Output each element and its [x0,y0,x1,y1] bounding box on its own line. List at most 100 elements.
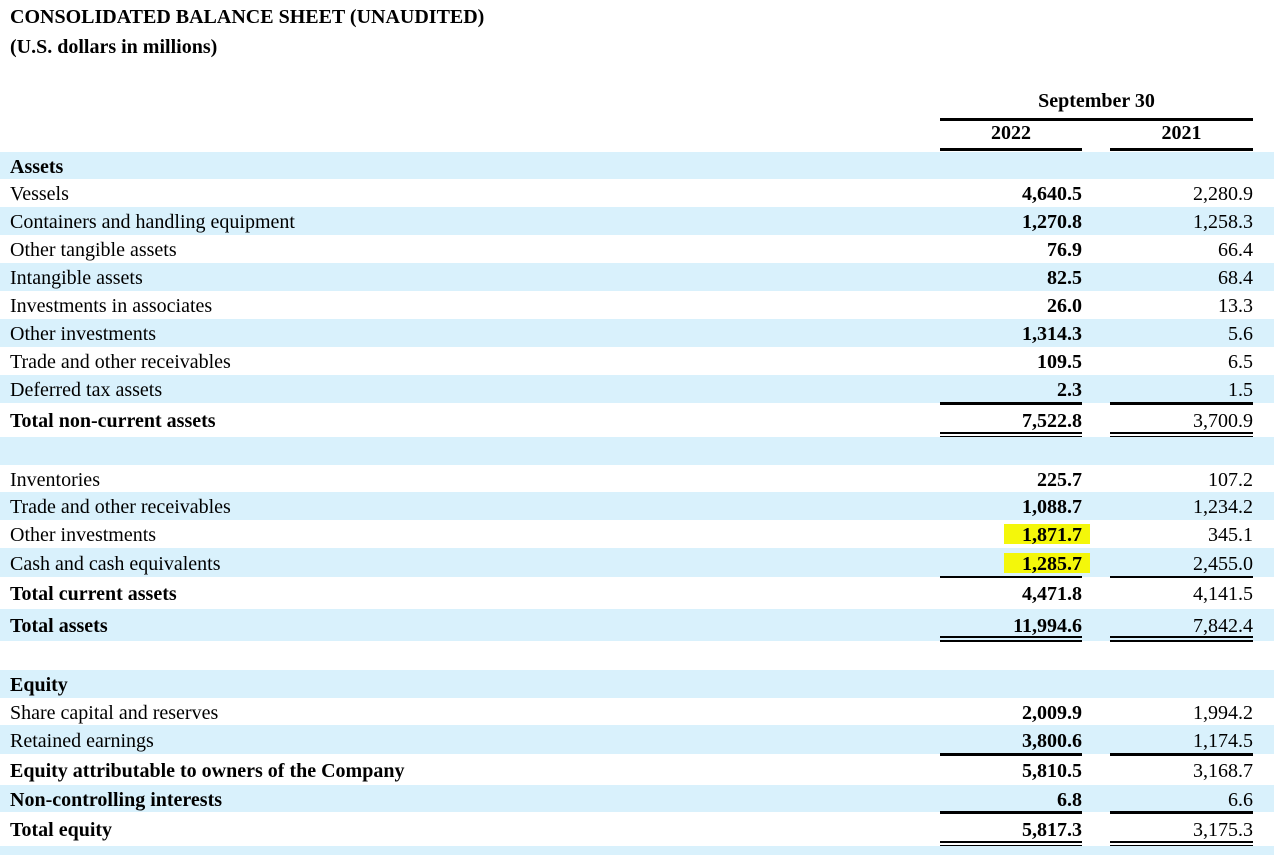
period-header: September 30 [1038,90,1155,112]
table-row: Total assets 11,994.6 7,842.4 [0,609,1274,642]
cell-value: 76.9 [1047,239,1082,261]
cell-value: 345.1 [1208,524,1253,546]
table-row: Containers and handling equipment 1,270.8… [0,207,1274,235]
rule-above [940,811,1082,814]
table-row: Total equity 5,817.3 3,175.3 [0,811,1274,847]
rule-above [1110,753,1253,756]
table-row: Retained earnings 3,800.6 1,174.5 [0,725,1274,754]
row-label: Equity [10,674,68,696]
table-row: Intangible assets 82.5 68.4 [0,263,1274,291]
cell-value: 7,842.4 [1193,615,1253,637]
table-row [0,641,1274,670]
row-label: Trade and other receivables [10,496,231,518]
rule-above [1110,811,1253,814]
rule-above [940,753,1082,756]
row-label: Other investments [10,524,157,546]
cell-value: 1,270.8 [1022,211,1082,233]
table-row: Assets [0,152,1274,179]
table-row: Share capital and reserves 2,009.9 1,994.2 [0,698,1274,725]
table-row: Other investments 1,314.3 5.6 [0,319,1274,347]
header-rule [940,118,1253,121]
rule-below [1110,636,1253,638]
cell-value: 6.5 [1228,351,1253,373]
rule-below [940,640,1082,642]
cell-value: 11,994.6 [1013,615,1082,637]
rule-below [940,841,1082,843]
row-label: Cash and cash equivalents [10,552,221,575]
row-label: Investments in associates [10,295,213,317]
row-label: Assets [10,155,64,178]
subtitle: (U.S. dollars in millions) [10,36,218,58]
cell-value: 68.4 [1218,267,1253,289]
table-row [0,437,1274,465]
cell-value: 1,258.3 [1193,211,1253,233]
row-label: Containers and handling equipment [10,211,295,233]
row-label: Retained earnings [10,729,154,752]
row-label: Intangible assets [10,267,143,289]
row-label: Total non-current assets [10,410,216,432]
cell-value: 1,314.3 [1022,323,1082,345]
cell-value: 82.5 [1047,267,1082,289]
table-row: Trade and other receivables 1,088.7 1,234.… [0,492,1274,520]
rule-below [940,432,1082,434]
cell-value: 4,640.5 [1022,183,1082,205]
row-label: Trade and other receivables [10,351,231,373]
cell-value: 7,522.8 [1022,410,1082,432]
cell-value: 1,174.5 [1193,729,1253,752]
highlight [1004,524,1090,544]
table-row: Vessels 4,640.5 2,280.9 [0,179,1274,207]
table-row [0,846,1274,855]
cell-value: 1.5 [1228,379,1253,401]
row-label: Equity attributable to owners of the Com… [10,759,405,782]
table-row: Deferred tax assets 2.3 1.5 [0,375,1274,403]
cell-value: 1,234.2 [1193,496,1253,518]
cell-value: 2,280.9 [1193,183,1253,205]
cell-value: 1,285.7 [1022,552,1082,575]
cell-value: 3,175.3 [1193,819,1253,841]
cell-value: 1,088.7 [1022,496,1082,518]
table-row: Equity [0,670,1274,698]
rule-above [940,402,1082,405]
year-rule [1110,148,1253,151]
cell-value: 3,168.7 [1193,759,1253,782]
cell-value: 5.6 [1228,323,1253,345]
cell-value: 2.3 [1057,379,1082,401]
row-label: Vessels [10,183,69,205]
table-row: Other tangible assets 76.9 66.4 [0,235,1274,263]
table-row: Equity attributable to owners of the Com… [0,753,1274,785]
cell-value: 4,471.8 [1022,583,1082,605]
cell-value: 4,141.5 [1193,583,1253,605]
cell-value: 3,700.9 [1193,410,1253,432]
table-row: Investments in associates 26.0 13.3 [0,291,1274,319]
cell-value: 225.7 [1037,468,1082,491]
rule-below [1110,640,1253,642]
cell-value: 107.2 [1208,468,1253,491]
row-label: Non-controlling interests [10,788,223,811]
title: CONSOLIDATED BALANCE SHEET (UNAUDITED) [10,6,485,28]
row-label: Other investments [10,323,157,345]
year-header: 2022 [991,122,1031,144]
cell-value: 3,800.6 [1022,729,1082,752]
cell-value: 6.8 [1057,788,1082,811]
row-label: Total assets [10,615,108,637]
rule-above [940,576,1082,578]
cell-value: 1,994.2 [1193,701,1253,724]
rule-below [1110,841,1253,843]
cell-value: 2,455.0 [1193,552,1253,575]
cell-value: 5,817.3 [1022,819,1082,841]
year-header: 2021 [1161,122,1202,144]
rule-below [940,636,1082,638]
cell-value: 1,871.7 [1022,524,1082,546]
row-label: Other tangible assets [10,239,177,261]
table-row: Total current assets 4,471.8 4,141.5 [0,576,1274,609]
table-row: Total non-current assets 7,522.8 3,700.9 [0,402,1274,438]
table-row: Non-controlling interests 6.8 6.6 [0,785,1274,812]
cell-value: 13.3 [1218,295,1253,317]
row-label: Deferred tax assets [10,379,163,401]
row-label: Share capital and reserves [10,701,219,724]
cell-value: 5,810.5 [1022,759,1082,782]
year-rule [940,148,1082,151]
cell-value: 26.0 [1047,295,1082,317]
row-label: Total current assets [10,583,177,605]
